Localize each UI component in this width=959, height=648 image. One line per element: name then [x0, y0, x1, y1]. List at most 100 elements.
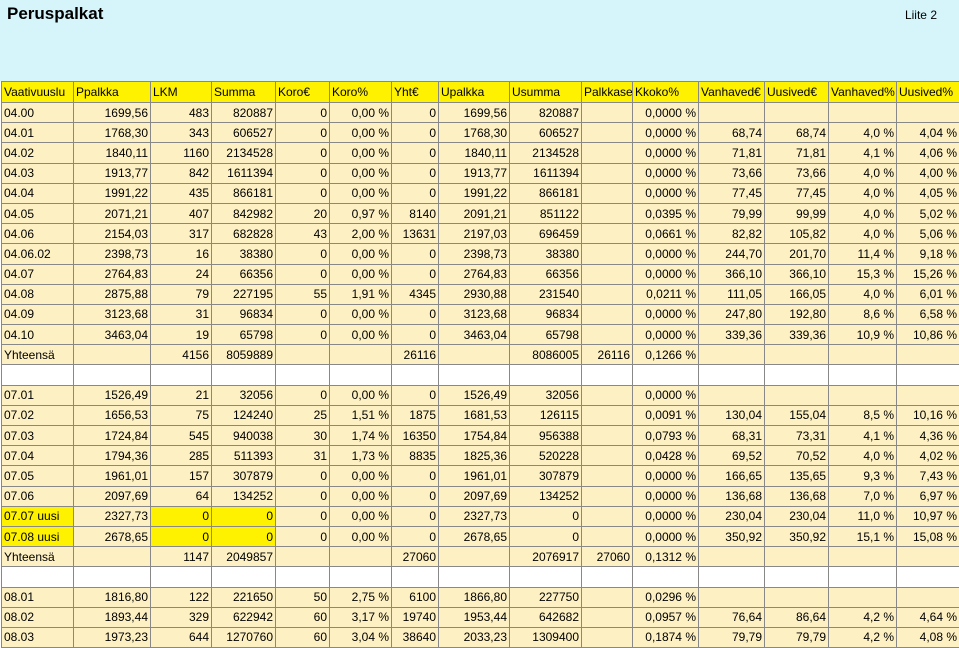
table-cell	[582, 526, 633, 546]
table-cell: 96834	[212, 304, 276, 324]
table-cell: 2398,73	[439, 244, 510, 264]
table-cell: 622942	[212, 607, 276, 627]
table-cell: 134252	[510, 486, 582, 506]
table-cell: 11,0 %	[829, 506, 897, 526]
table-cell: 21	[151, 385, 212, 405]
table-cell: 65798	[212, 325, 276, 345]
row-label: 04.05	[2, 203, 74, 223]
table-cell	[510, 365, 582, 385]
column-header: Vaativuuslu	[2, 82, 74, 103]
table-cell: 136,68	[699, 486, 765, 506]
table-cell	[582, 203, 633, 223]
table-cell	[582, 506, 633, 526]
table-cell: 73,31	[765, 426, 829, 446]
table-cell: 1270760	[212, 627, 276, 647]
table-cell: 2875,88	[74, 284, 151, 304]
table-cell: 1768,30	[74, 123, 151, 143]
row-label: Yhteensä	[2, 345, 74, 365]
table-cell: 0,00 %	[330, 123, 392, 143]
table-cell: 520228	[510, 446, 582, 466]
table-cell: 2134528	[510, 143, 582, 163]
table-cell: 407	[151, 203, 212, 223]
table-cell: 10,16 %	[897, 405, 959, 425]
table-cell: 1893,44	[74, 607, 151, 627]
table-cell: 7,0 %	[829, 486, 897, 506]
table-cell: 0	[276, 123, 330, 143]
table-cell: 6,97 %	[897, 486, 959, 506]
table-cell: 4,2 %	[829, 607, 897, 627]
table-cell	[699, 345, 765, 365]
table-cell	[897, 103, 959, 123]
table-cell: 2076917	[510, 547, 582, 567]
table-cell	[897, 547, 959, 567]
table-cell: 155,04	[765, 405, 829, 425]
table-cell: 343	[151, 123, 212, 143]
table-cell	[765, 567, 829, 587]
table-cell: 317	[151, 224, 212, 244]
row-label: 04.09	[2, 304, 74, 324]
table-cell	[330, 567, 392, 587]
table-cell: 73,66	[699, 163, 765, 183]
table-cell: 15,26 %	[897, 264, 959, 284]
row-label: 07.01	[2, 385, 74, 405]
table-cell: 3463,04	[74, 325, 151, 345]
table-cell: 0	[392, 486, 439, 506]
table-cell: 940038	[212, 426, 276, 446]
table-cell: 350,92	[765, 526, 829, 546]
table-cell: 0	[276, 163, 330, 183]
table-cell: 0	[392, 466, 439, 486]
table-cell: 1953,44	[439, 607, 510, 627]
table-cell: 122	[151, 587, 212, 607]
table-cell: 2197,03	[439, 224, 510, 244]
table-cell: 10,97 %	[897, 506, 959, 526]
table-cell: 2,75 %	[330, 587, 392, 607]
table-cell	[330, 547, 392, 567]
table-cell: 71,81	[765, 143, 829, 163]
table-cell	[765, 385, 829, 405]
column-header: Summa	[212, 82, 276, 103]
table-cell	[582, 486, 633, 506]
table-cell: 0	[392, 123, 439, 143]
table-cell	[633, 365, 699, 385]
table-cell: 124240	[212, 405, 276, 425]
table-cell: 1,74 %	[330, 426, 392, 446]
table-cell: 0,00 %	[330, 143, 392, 163]
row-label: 08.01	[2, 587, 74, 607]
table-cell	[582, 426, 633, 446]
table-cell	[74, 345, 151, 365]
table-cell: 9,18 %	[897, 244, 959, 264]
table-cell: 2049857	[212, 547, 276, 567]
table-cell: 244,70	[699, 244, 765, 264]
table-cell: 0,0211 %	[633, 284, 699, 304]
row-label	[2, 365, 74, 385]
table-cell: 0	[151, 526, 212, 546]
table-cell: 4,06 %	[897, 143, 959, 163]
table-cell: 247,80	[699, 304, 765, 324]
table-cell: 6100	[392, 587, 439, 607]
table-cell	[829, 567, 897, 587]
table-cell: 0	[276, 506, 330, 526]
table-cell: 4,2 %	[829, 627, 897, 647]
table-cell	[276, 567, 330, 587]
table-cell: 0	[392, 244, 439, 264]
table-cell: 851122	[510, 203, 582, 223]
table-cell: 0,00 %	[330, 103, 392, 123]
column-header: Koro%	[330, 82, 392, 103]
table-cell: 79,99	[699, 203, 765, 223]
table-cell: 0,97 %	[330, 203, 392, 223]
spacer-row	[2, 567, 959, 587]
table-cell: 644	[151, 627, 212, 647]
column-header: Kkoko%	[633, 82, 699, 103]
table-cell	[582, 163, 633, 183]
table-cell: 4,1 %	[829, 426, 897, 446]
table-cell: 111,05	[699, 284, 765, 304]
table-cell: 9,3 %	[829, 466, 897, 486]
table-cell: 0	[392, 264, 439, 284]
table-cell: 1768,30	[439, 123, 510, 143]
